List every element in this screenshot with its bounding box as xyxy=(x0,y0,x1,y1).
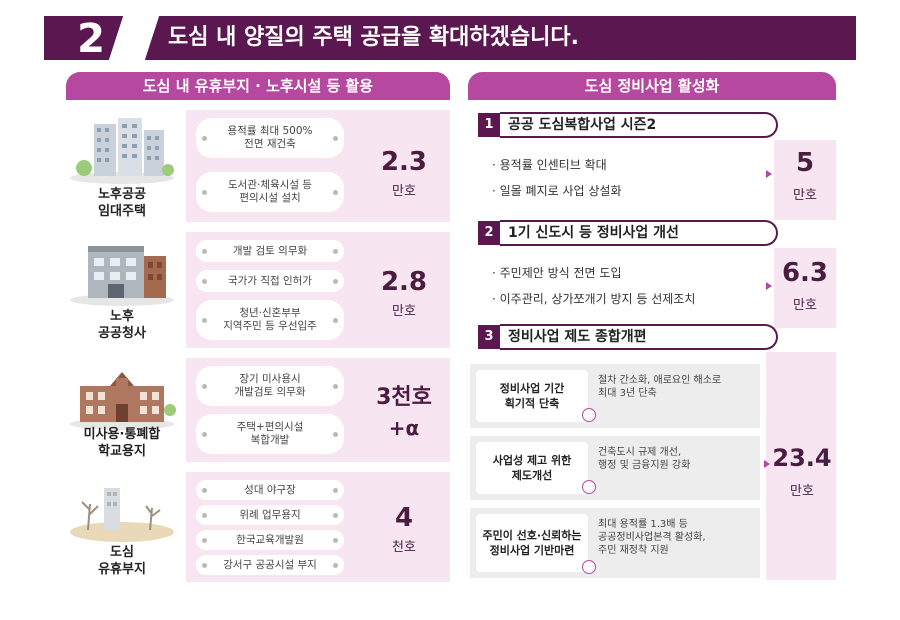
apartment-building-icon xyxy=(70,118,174,184)
left-row-1-panel: 용적률 최대 500% 전면 재건축 도서관·체육시설 등 편의시설 설치 2.3 … xyxy=(186,110,450,222)
left-row-1-name: 노후공공 임대주택 xyxy=(98,187,146,219)
right-section-1-value: 5 xyxy=(795,148,815,178)
left-row-2-item: 국가가 직접 인허가 xyxy=(196,270,344,292)
public-office-building-icon xyxy=(70,246,174,306)
right-section-1-unit: 만호 xyxy=(793,188,817,203)
left-row-4-item: 성대 야구장 xyxy=(196,480,344,500)
left-row-4-item: 한국교육개발원 xyxy=(196,530,344,550)
left-row-3-panel: 장기 미사용시 개발검토 의무화 주택+편의시설 복합개발 3천호 +α xyxy=(186,358,450,462)
right-section-2-bullet: · 주민제안 방식 전면 도입 xyxy=(492,266,622,280)
right-section-3-unit: 만호 xyxy=(790,484,814,499)
right-section-2-arrow-icon xyxy=(766,282,772,290)
reform-item: 정비사업 기간 획기적 단축 절차 간소화, 애로요인 해소로 최대 3년 단축 xyxy=(470,364,760,428)
left-row-4-panel: 성대 야구장 위례 업무용지 한국교육개발원 강서구 공공시설 부지 4 천호 xyxy=(186,472,450,582)
resident-icon xyxy=(582,560,596,574)
left-row-3-item: 주택+편의시설 복합개발 xyxy=(196,414,344,454)
right-section-2-value: 6.3 xyxy=(781,258,829,288)
reform-item-desc: 절차 간소화, 애로요인 해소로 최대 3년 단축 xyxy=(598,375,722,399)
right-section-3-arrow-icon xyxy=(764,460,770,468)
left-row-1: 노후공공 임대주택 용적률 최대 500% 전면 재건축 도서관·체육시설 등 편의시… xyxy=(66,110,450,222)
left-row-3-item: 장기 미사용시 개발검토 의무화 xyxy=(196,366,344,406)
left-section-title: 도심 내 유휴부지 · 노후시설 등 활용 xyxy=(66,72,450,100)
left-row-2-name: 노후 공공청사 xyxy=(98,309,146,341)
left-row-2-item: 청년·신혼부부 지역주민 등 우선입주 xyxy=(196,300,344,340)
gear-icon xyxy=(582,480,596,494)
right-section-2-number: 2 xyxy=(478,221,500,245)
right-section-3-title: 정비사업 제도 종합개편 xyxy=(508,329,647,345)
right-section-1-arrow-icon xyxy=(766,170,772,178)
left-row-3: 미사용·통폐합 학교용지 장기 미사용시 개발검토 의무화 주택+편의시설 복합개발 … xyxy=(66,358,450,462)
right-section-title: 도심 정비사업 활성화 xyxy=(468,72,836,100)
right-section-3-list: 정비사업 기간 획기적 단축 절차 간소화, 애로요인 해소로 최대 3년 단축 사… xyxy=(470,364,836,580)
right-section-1-bullet: · 일몰 폐지로 사업 상설화 xyxy=(492,184,622,198)
left-row-4-value: 4 xyxy=(394,503,414,533)
right-section-1-bullet: · 용적률 인센티브 확대 xyxy=(492,158,607,172)
header-banner: 2 도심 내 양질의 주택 공급을 확대하겠습니다. xyxy=(44,16,856,62)
left-row-4-item: 위례 업무용지 xyxy=(196,505,344,525)
left-row-4-unit: 천호 xyxy=(392,540,416,555)
header-title: 도심 내 양질의 주택 공급을 확대하겠습니다. xyxy=(168,25,579,50)
reform-item-label: 사업성 제고 위한 제도개선 xyxy=(476,442,588,494)
reform-item-desc: 최대 용적률 1.3배 등 공공정비사업본격 활성화, 주민 재정착 지원 xyxy=(598,519,706,556)
right-section-3-value: 23.4 xyxy=(772,444,832,472)
left-row-3-name: 미사용·통폐합 학교용지 xyxy=(83,427,161,459)
reform-item-desc: 건축도시 규제 개선, 행정 및 금융지원 강화 xyxy=(598,447,691,471)
left-row-2-item: 개발 검토 의무화 xyxy=(196,240,344,262)
right-section-2-title: 1기 신도시 등 정비사업 개선 xyxy=(508,225,679,241)
left-row-2-unit: 만호 xyxy=(392,304,416,319)
right-section-2-tab: 1기 신도시 등 정비사업 개선 xyxy=(500,220,778,246)
left-row-2-value: 2.8 xyxy=(380,267,428,297)
right-section-1-tab: 공공 도심복합사업 시즌2 xyxy=(500,112,778,138)
right-section-3-value-panel xyxy=(766,352,836,580)
right-section-2-bullet: · 이주관리, 상가쪼개기 방지 등 선제조치 xyxy=(492,292,696,306)
header-number: 2 xyxy=(77,16,105,62)
right-section-3-tab: 정비사업 제도 종합개편 xyxy=(500,324,778,350)
reform-item-label: 주민이 선호·신뢰하는 정비사업 기반마련 xyxy=(476,514,588,572)
left-row-3-unit: +α xyxy=(388,416,420,440)
left-row-2-panel: 개발 검토 의무화 국가가 직접 인허가 청년·신혼부부 지역주민 등 우선입주 … xyxy=(186,232,450,348)
left-row-1-item: 도서관·체육시설 등 편의시설 설치 xyxy=(196,172,344,212)
reform-item: 주민이 선호·신뢰하는 정비사업 기반마련 최대 용적률 1.3배 등 공공정비사업… xyxy=(470,508,760,578)
right-section-1-title: 공공 도심복합사업 시즌2 xyxy=(508,117,657,133)
reform-item-label: 정비사업 기간 획기적 단축 xyxy=(476,370,588,422)
left-row-1-value: 2.3 xyxy=(380,147,428,177)
right-section-2-value-panel xyxy=(774,248,836,328)
stopwatch-icon xyxy=(582,408,596,422)
left-row-4: 도심 유휴부지 성대 야구장 위례 업무용지 한국교육개발원 강서구 공공시설 부… xyxy=(66,472,450,582)
reform-item: 사업성 제고 위한 제도개선 건축도시 규제 개선, 행정 및 금융지원 강화 xyxy=(470,436,760,500)
school-building-icon xyxy=(70,372,176,430)
left-row-4-item: 강서구 공공시설 부지 xyxy=(196,555,344,575)
left-row-1-item: 용적률 최대 500% 전면 재건축 xyxy=(196,118,344,158)
right-section-2-unit: 만호 xyxy=(793,298,817,313)
left-row-4-name: 도심 유휴부지 xyxy=(98,545,146,577)
left-row-1-unit: 만호 xyxy=(392,184,416,199)
left-row-3-value: 3천호 xyxy=(376,385,432,410)
vacant-land-icon xyxy=(70,488,174,542)
right-section-3-number: 3 xyxy=(478,325,500,349)
right-section-1-value-panel xyxy=(774,140,836,220)
left-row-2: 노후 공공청사 개발 검토 의무화 국가가 직접 인허가 청년·신혼부부 지역주민 … xyxy=(66,232,450,348)
right-section-1-number: 1 xyxy=(478,113,500,137)
